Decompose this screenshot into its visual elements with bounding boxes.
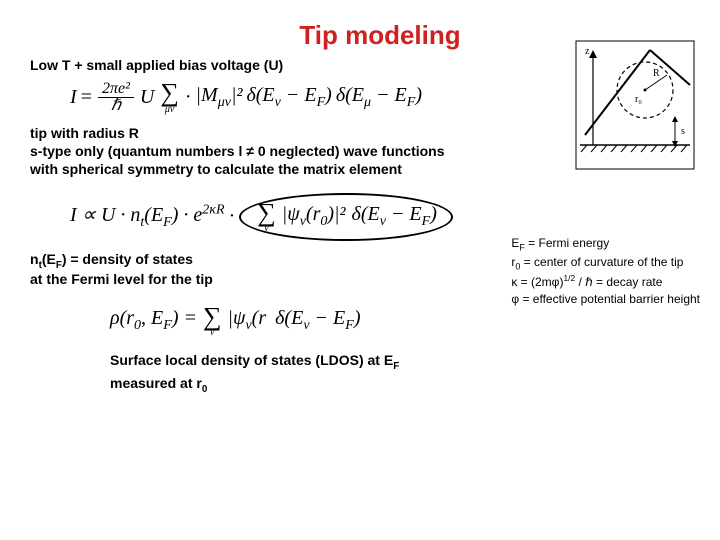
leg3-pre: κ = (2mφ) — [511, 275, 563, 289]
equation-3: ρ(r0, EF) = ∑ ν |ψν(r δ(Eν − EF) — [110, 305, 690, 337]
leg3-post: / ℏ = decay rate — [575, 275, 662, 289]
eq2-circled-term: ∑ ν |ψν(r0)|² δ(Eν − EF) — [239, 193, 453, 241]
eq1-d1-mid: − E — [281, 84, 317, 106]
eq1-d1-F: F — [317, 95, 326, 110]
eq3-r0: 0 — [134, 318, 141, 333]
eq2-d-close: ) — [430, 203, 437, 225]
nt-pre: n — [30, 251, 39, 267]
eq1-M-sub: μν — [218, 95, 231, 110]
fig-label-r0: r₀ — [635, 94, 642, 105]
ldos-r0: 0 — [202, 383, 207, 394]
eq3-sum-sub: ν — [210, 328, 214, 337]
eq2-arg-F: F — [163, 215, 172, 230]
eq2-exp: 2κR — [202, 203, 224, 218]
eq2-psi-arg: (r — [306, 203, 320, 225]
eq2-d: δ(E — [352, 203, 380, 225]
eq2-d-mid: − E — [386, 203, 422, 225]
eq3-sum: ∑ ν — [203, 305, 222, 337]
eq2-sum-sub: ν — [264, 224, 268, 233]
title-text: Tip modeling — [299, 20, 460, 50]
eq2-sum: ∑ ν — [257, 201, 276, 233]
eq2-lhs: I ∝ U · n — [70, 204, 140, 226]
nt-mid: (E — [42, 251, 56, 267]
eq1-U: U — [140, 86, 154, 109]
eq1-d2-sub: μ — [364, 95, 371, 110]
eq1-M-after: |² — [231, 84, 243, 106]
fig-label-R: R — [653, 68, 660, 79]
eq3-psi: |ψ — [228, 307, 246, 329]
eq1-d2-mid: − E — [371, 84, 407, 106]
eq1-d2: δ(E — [336, 84, 364, 106]
ldos-caption: Surface local density of states (LDOS) a… — [110, 351, 690, 396]
eq1-sum: ∑ μν — [160, 81, 179, 113]
legend: EF = Fermi energy r0 = center of curvatu… — [511, 235, 700, 308]
eq3-d: δ(E — [275, 307, 303, 329]
ldos-l1-F: F — [393, 361, 399, 372]
eq2-arg-close: ) · e — [172, 204, 203, 226]
eq2-d-F: F — [422, 214, 431, 229]
ldos-l1-pre: Surface local density of states (LDOS) a… — [110, 352, 393, 368]
eq3-F1: F — [163, 318, 172, 333]
eq1-frac-den: ℏ — [107, 98, 125, 114]
eq1-M: |M — [196, 84, 218, 106]
eq1-I: I — [70, 86, 77, 109]
fig-label-z: z — [585, 46, 590, 57]
eq3-mid1: , E — [141, 307, 163, 329]
eq2-psi: |ψ — [282, 203, 300, 225]
eq1-frac-num: 2πe² — [98, 81, 134, 98]
equation-2: I ∝ U · nt(EF) · e2κR · ∑ ν |ψν(r0)|² δ(… — [70, 193, 690, 241]
eq3-rho: ρ(r — [110, 307, 134, 329]
leg3-exp: 1/2 — [563, 273, 575, 283]
leg1-post: = Fermi energy — [525, 236, 609, 250]
eq2-arg-open: (E — [144, 204, 163, 226]
tip-diagram: z R r₀ s — [575, 40, 695, 170]
eq3-d-F: F — [345, 318, 354, 333]
eq3-d-mid: − E — [310, 307, 346, 329]
eq1-d2-close: ) — [415, 84, 422, 106]
eq1-d1: δ(E — [246, 84, 274, 106]
eq1-d1-close: ) — [325, 84, 332, 106]
eq1-sum-sub: μν — [165, 105, 174, 114]
leg2-post: = center of curvature of the tip — [520, 255, 683, 269]
leg4: φ = effective potential barrier height — [511, 291, 700, 308]
fig-label-s: s — [681, 126, 685, 137]
eq3-close1: ) = — [172, 307, 197, 329]
eq3-d-close: ) — [354, 307, 361, 329]
ldos-l2-pre: measured at — [110, 375, 196, 391]
eq1-fraction: 2πe² ℏ — [98, 81, 134, 114]
eq2-psi-close: )|² — [327, 203, 345, 225]
eq3-psi-arg: (r — [252, 307, 266, 329]
